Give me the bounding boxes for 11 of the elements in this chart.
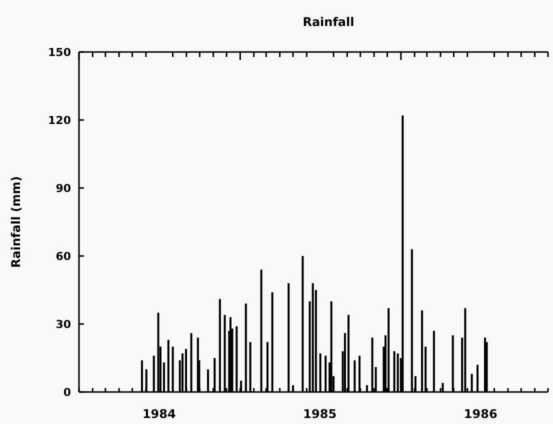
x-tick-label: 1986 — [464, 407, 498, 421]
y-tick-label: 30 — [56, 318, 72, 331]
y-tick-label: 0 — [63, 386, 72, 399]
x-tick-label: 1985 — [303, 407, 337, 421]
y-axis-title: Rainfall (mm) — [9, 176, 23, 268]
chart-title: Rainfall — [302, 15, 354, 29]
x-tick-label: 1984 — [142, 407, 176, 421]
y-tick-label: 90 — [56, 182, 72, 195]
y-tick-label: 120 — [48, 114, 72, 127]
y-tick-label: 60 — [56, 250, 72, 263]
y-tick-label: 150 — [48, 46, 72, 59]
